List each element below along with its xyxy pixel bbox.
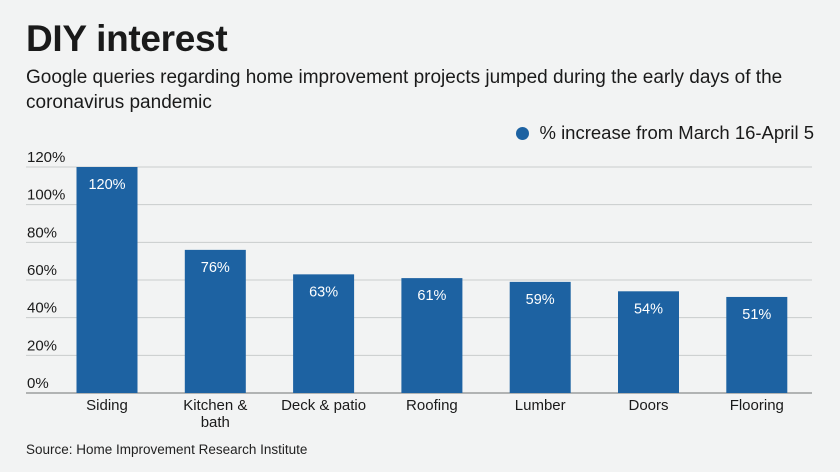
x-tick-label-line: Siding <box>86 397 128 414</box>
x-tick-label: Deck & patio <box>281 397 366 414</box>
y-tick-label: 40% <box>27 300 57 317</box>
x-tick-label: Lumber <box>515 397 566 414</box>
bar-data-label: 76% <box>201 260 230 276</box>
bar-data-label: 59% <box>526 292 555 308</box>
x-tick-label-line: Roofing <box>406 397 458 414</box>
y-tick-label: 60% <box>27 262 57 279</box>
bar <box>401 278 463 393</box>
bar-data-label: 63% <box>309 284 338 300</box>
bar-data-label: 61% <box>417 288 446 304</box>
bar <box>618 291 679 393</box>
chart-title: DIY interest <box>26 18 228 59</box>
x-tick-label-line: Deck & patio <box>281 397 366 414</box>
x-tick-label: Flooring <box>730 397 784 414</box>
x-tick-label-line: Flooring <box>730 397 784 414</box>
y-tick-label: 80% <box>27 224 57 241</box>
x-tick-label: Roofing <box>406 397 458 414</box>
x-tick-label: Siding <box>86 397 128 414</box>
x-tick-label: Doors <box>628 397 668 414</box>
bar-data-label: 51% <box>742 307 771 323</box>
chart-subtitle: Google queries regarding home improvemen… <box>26 67 783 113</box>
legend-marker <box>516 126 530 140</box>
x-tick-label: Kitchen & bath <box>183 397 247 431</box>
bar-data-label: 120% <box>88 177 125 193</box>
legend: % increase from March 16-April 5 <box>516 122 814 144</box>
y-tick-label: 100% <box>27 187 65 204</box>
source-note: Source: Home Improvement Research Instit… <box>26 442 308 457</box>
bar <box>726 296 788 393</box>
x-tick-label-line: Kitchen & <box>183 397 247 414</box>
x-tick-label-line: bath <box>201 414 230 431</box>
x-tick-label-line: Doors <box>628 397 668 414</box>
bar <box>509 281 571 393</box>
legend-label: % increase from March 16-April 5 <box>539 122 814 143</box>
y-tick-label: 120% <box>27 149 65 166</box>
bar-data-label: 54% <box>634 301 663 317</box>
x-tick-label-line: Lumber <box>515 397 566 414</box>
bar <box>184 249 246 393</box>
bar <box>76 167 138 393</box>
bar <box>293 274 355 393</box>
y-tick-label: 0% <box>27 375 49 392</box>
y-tick-label: 20% <box>27 337 57 354</box>
